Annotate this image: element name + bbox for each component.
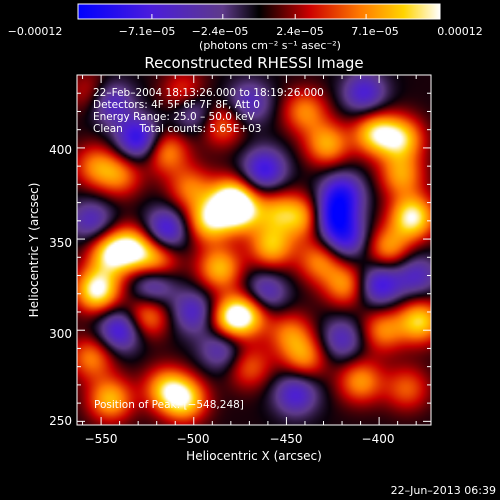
heatmap-image <box>77 75 431 425</box>
peak-position-note: Position of Peak: [−548,248] <box>94 399 244 411</box>
observation-info: 22–Feb–2004 18:13:26.000 to 18:19:26.000… <box>93 87 324 135</box>
x-tick-label: −500 <box>177 432 210 446</box>
generation-timestamp: 22–Jun–2013 06:39 <box>391 484 496 497</box>
x-tick-label: −450 <box>270 432 303 446</box>
plot-frame <box>76 74 432 426</box>
y-tick-labels: 250 300 350 400 <box>49 143 72 428</box>
colorbar-tick-label: 7.1e−05 <box>351 25 398 38</box>
x-tick-labels: −550 −500 −450 −400 <box>85 432 395 446</box>
colorbar-tick-label: −7.1e−05 <box>119 25 176 38</box>
x-axis-label: Heliocentric X (arcsec) <box>186 449 322 463</box>
y-tick-label: 300 <box>49 327 72 341</box>
y-tick-label: 400 <box>49 143 72 157</box>
colorbar-unit-label: (photons cm⁻² s⁻¹ asec⁻²) <box>199 39 341 52</box>
colorbar <box>77 3 441 20</box>
axis-ticks <box>77 74 431 425</box>
colorbar-ticks <box>77 14 441 19</box>
annotation-detectors: Detectors: 4F 5F 6F 7F 8F, Att 0 <box>93 99 260 111</box>
annotation-clean-counts: Clean Total counts: 5.65E+03 <box>93 123 262 135</box>
chart-title: Reconstructed RHESSI Image <box>144 54 363 72</box>
x-tick-label: −550 <box>85 432 118 446</box>
annotation-time-range: 22–Feb–2004 18:13:26.000 to 18:19:26.000 <box>93 87 324 99</box>
colorbar-tick-label: −2.4e−05 <box>192 25 249 38</box>
colorbar-tick-labels: −0.00012 −7.1e−05 −2.4e−05 2.4e−05 7.1e−… <box>8 25 483 38</box>
y-tick-label: 350 <box>49 236 72 250</box>
annotation-energy-range: Energy Range: 25.0 – 50.0 keV <box>93 111 255 123</box>
colorbar-tick-label: 2.4e−05 <box>276 25 323 38</box>
colorbar-tick-label: −0.00012 <box>8 25 63 38</box>
y-tick-label: 250 <box>49 414 72 428</box>
x-tick-label: −400 <box>362 432 395 446</box>
colorbar-tick-label: 0.00012 <box>437 25 483 38</box>
y-axis-label: Heliocentric Y (arcsec) <box>27 183 41 318</box>
